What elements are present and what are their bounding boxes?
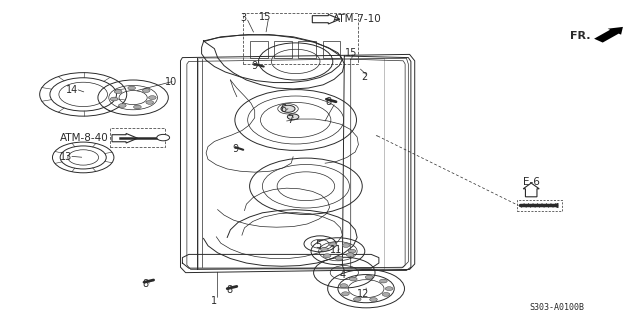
Circle shape [323, 254, 331, 258]
Circle shape [134, 105, 141, 109]
Text: 12: 12 [357, 289, 370, 299]
Circle shape [329, 243, 337, 246]
Circle shape [110, 97, 118, 101]
Text: 3: 3 [240, 12, 246, 23]
Circle shape [382, 292, 390, 296]
Text: 10: 10 [165, 76, 178, 87]
Text: 8: 8 [226, 284, 232, 295]
Circle shape [115, 90, 122, 93]
Circle shape [370, 298, 378, 301]
Circle shape [342, 244, 350, 247]
Text: 9: 9 [252, 60, 258, 71]
Text: 2: 2 [362, 72, 368, 82]
Text: 1: 1 [211, 296, 218, 306]
Circle shape [142, 89, 150, 92]
Circle shape [353, 297, 361, 301]
Circle shape [380, 279, 387, 283]
Text: 14: 14 [66, 84, 79, 95]
Circle shape [335, 256, 343, 260]
Circle shape [287, 114, 299, 120]
Text: 8: 8 [325, 97, 332, 108]
Text: 7: 7 [287, 115, 293, 125]
Text: 13: 13 [60, 152, 72, 162]
Circle shape [118, 104, 126, 108]
Text: 11: 11 [330, 244, 342, 255]
Bar [250, 41, 268, 58]
Text: 8: 8 [143, 279, 149, 289]
Circle shape [346, 253, 354, 257]
Text: FR.: FR. [570, 31, 590, 41]
Text: ATM-8-40: ATM-8-40 [60, 133, 109, 143]
Circle shape [385, 287, 393, 291]
Circle shape [349, 277, 357, 281]
Circle shape [281, 105, 295, 112]
Circle shape [348, 249, 356, 253]
Bar [298, 41, 316, 58]
Text: ATM-7-10: ATM-7-10 [333, 14, 381, 24]
Circle shape [157, 134, 170, 141]
Circle shape [128, 86, 136, 90]
Circle shape [340, 284, 348, 288]
FancyArrow shape [594, 27, 623, 43]
Text: 4: 4 [339, 270, 346, 280]
Circle shape [342, 292, 349, 296]
Bar [323, 41, 340, 58]
Text: 9: 9 [232, 144, 239, 154]
Text: 15: 15 [259, 12, 272, 22]
Text: S303-A0100B: S303-A0100B [529, 303, 584, 312]
Circle shape [365, 275, 373, 279]
Bar [274, 41, 292, 58]
Circle shape [321, 247, 328, 251]
Text: E-6: E-6 [523, 177, 540, 187]
Circle shape [146, 100, 154, 104]
Text: 5: 5 [315, 240, 321, 250]
Text: 15: 15 [344, 48, 357, 58]
Circle shape [148, 96, 156, 100]
Text: 6: 6 [280, 104, 287, 114]
